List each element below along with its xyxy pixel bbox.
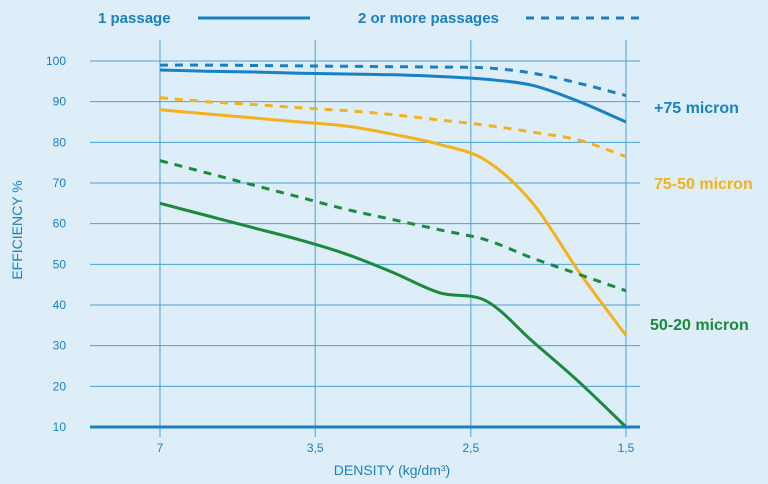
legend-label-2-passages: 2 or more passages	[358, 10, 499, 27]
y-tick-label: 40	[53, 298, 67, 312]
y-tick-label: 90	[53, 95, 67, 109]
series-label-75-50-micron: 75-50 micron	[654, 176, 753, 193]
x-tick-label: 1,5	[618, 441, 635, 455]
x-axis-title: DENSITY (kg/dm³)	[334, 462, 450, 478]
series-line-5	[159, 201, 628, 429]
legend: 1 passage 2 or more passages	[98, 10, 640, 27]
x-tick-label: 3,5	[307, 441, 324, 455]
y-tick-labels: 10 20 30 40 50 60 70 80 90 100	[46, 54, 66, 434]
y-tick-label: 30	[53, 339, 67, 353]
x-tick-label: 2,5	[462, 441, 479, 455]
series-line-2	[159, 63, 627, 98]
y-tick-label: 70	[53, 176, 67, 190]
y-tick-label: 60	[53, 217, 67, 231]
series-line-1	[159, 68, 627, 124]
series-line-3	[159, 108, 628, 337]
y-tick-label: 50	[53, 257, 67, 271]
x-tick-labels: 7 3,5 2,5 1,5	[157, 441, 635, 455]
series-label-plus-75-micron: +75 micron	[654, 100, 739, 117]
x-tick-label: 7	[157, 441, 164, 455]
series-lines	[159, 63, 628, 429]
y-tick-label: 100	[46, 54, 66, 68]
y-tick-label: 10	[53, 420, 67, 434]
y-tick-label: 80	[53, 135, 67, 149]
series-line-4	[159, 96, 627, 159]
legend-label-1-passage: 1 passage	[98, 10, 171, 27]
gridlines	[90, 40, 640, 437]
y-tick-label: 20	[53, 379, 67, 393]
series-line-6	[159, 159, 627, 293]
y-axis-title: EFFICIENCY %	[9, 180, 25, 279]
series-label-50-20-micron: 50-20 micron	[650, 317, 749, 334]
